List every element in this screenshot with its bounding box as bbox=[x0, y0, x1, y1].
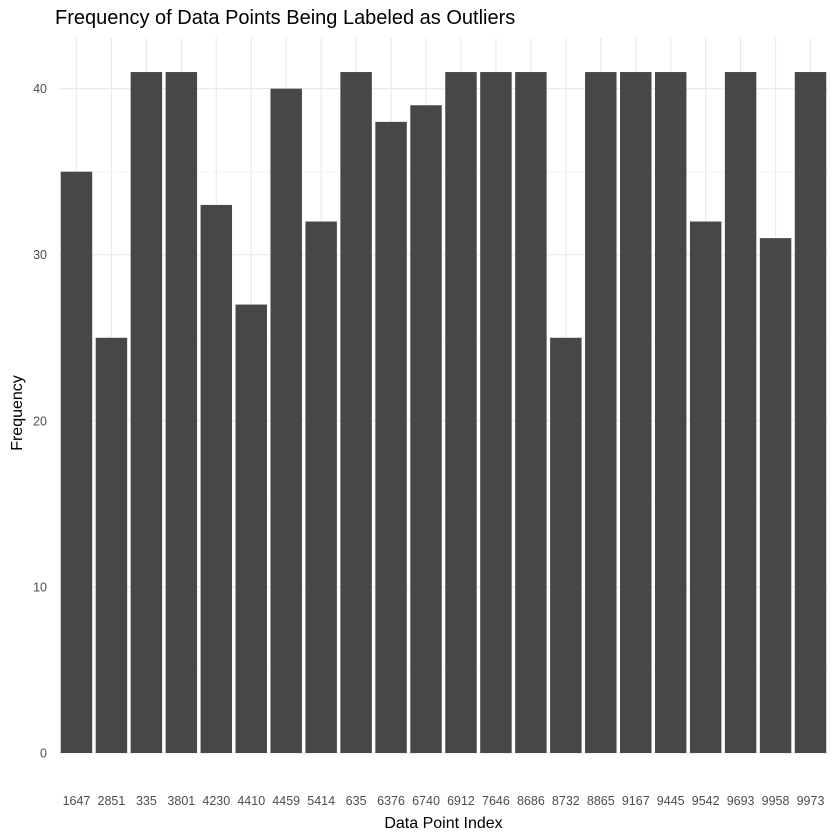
bars bbox=[60, 72, 827, 754]
x-tick-label: 6376 bbox=[377, 794, 405, 808]
y-tick-label: 10 bbox=[33, 580, 47, 594]
bar-4410 bbox=[235, 304, 267, 753]
bar-1647 bbox=[60, 171, 93, 753]
bar-6376 bbox=[375, 121, 407, 753]
bar-8686 bbox=[515, 72, 547, 754]
x-tick-label: 9445 bbox=[657, 794, 685, 808]
x-tick-label: 4459 bbox=[272, 794, 300, 808]
x-tick-label: 9167 bbox=[622, 794, 650, 808]
x-tick-label: 9693 bbox=[727, 794, 755, 808]
bar-5414 bbox=[305, 221, 337, 753]
bar-6740 bbox=[410, 105, 442, 753]
x-tick-label: 4230 bbox=[202, 794, 230, 808]
x-axis-ticks: 1647 2851 335 3801 4230 4410 4459 5414 635 6376 67… bbox=[63, 794, 825, 808]
x-tick-label: 7646 bbox=[482, 794, 510, 808]
y-tick-label: 30 bbox=[33, 248, 47, 262]
x-tick-label: 6912 bbox=[447, 794, 475, 808]
x-tick-label: 335 bbox=[136, 794, 157, 808]
y-tick-label: 0 bbox=[40, 747, 47, 761]
bar-9542 bbox=[689, 221, 722, 753]
bar-8865 bbox=[585, 72, 617, 754]
x-tick-label: 9973 bbox=[797, 794, 825, 808]
bar-2851 bbox=[95, 337, 128, 753]
x-tick-label: 5414 bbox=[307, 794, 335, 808]
x-axis-title: Data Point Index bbox=[384, 815, 502, 832]
bar-4459 bbox=[270, 88, 302, 754]
chart-title: Frequency of Data Points Being Labeled a… bbox=[55, 7, 515, 29]
y-axis-ticks: 0 10 20 30 40 bbox=[33, 82, 47, 760]
x-tick-label: 9542 bbox=[692, 794, 720, 808]
bar-6912 bbox=[445, 72, 477, 754]
x-tick-label: 9958 bbox=[762, 794, 790, 808]
bar-635 bbox=[340, 72, 372, 754]
x-tick-label: 1647 bbox=[63, 794, 91, 808]
bar-8732 bbox=[550, 337, 582, 753]
x-tick-label: 8865 bbox=[587, 794, 615, 808]
bar-9973 bbox=[794, 72, 827, 754]
x-tick-label: 6740 bbox=[412, 794, 440, 808]
x-tick-label: 635 bbox=[346, 794, 367, 808]
bar-9167 bbox=[620, 72, 652, 754]
x-tick-label: 8732 bbox=[552, 794, 580, 808]
bar-9958 bbox=[759, 238, 792, 754]
x-tick-label: 8686 bbox=[517, 794, 545, 808]
x-tick-label: 4410 bbox=[237, 794, 265, 808]
bar-7646 bbox=[480, 72, 512, 754]
bar-9445 bbox=[654, 72, 687, 754]
bar-335 bbox=[130, 72, 163, 754]
x-tick-label: 3801 bbox=[167, 794, 195, 808]
bar-3801 bbox=[165, 72, 198, 754]
x-tick-label: 2851 bbox=[98, 794, 126, 808]
y-tick-label: 20 bbox=[33, 414, 47, 428]
y-axis-title: Frequency bbox=[9, 375, 26, 451]
bar-9693 bbox=[724, 72, 757, 754]
y-tick-label: 40 bbox=[33, 82, 47, 96]
bar-4230 bbox=[200, 204, 233, 753]
